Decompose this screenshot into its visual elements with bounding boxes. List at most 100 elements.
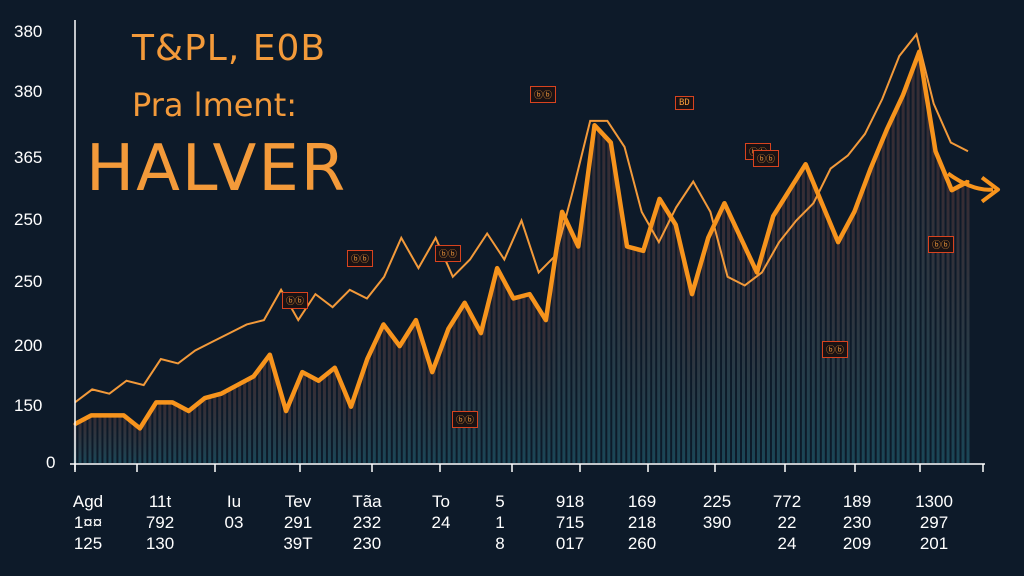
chart-bar xyxy=(442,340,446,463)
chart-bar xyxy=(392,338,396,463)
x-tick-label: 225 xyxy=(702,492,732,511)
chart-bar xyxy=(672,221,676,463)
chart-bar xyxy=(786,191,790,464)
chart-bar xyxy=(911,68,915,464)
x-tick-label: 209 xyxy=(842,534,872,553)
series-point xyxy=(203,396,207,400)
series-point xyxy=(576,245,580,248)
chart-bar xyxy=(597,129,601,463)
chart-bar xyxy=(776,207,780,463)
chart-bar xyxy=(83,418,87,463)
series-point xyxy=(349,405,353,409)
series-point xyxy=(89,413,93,417)
series-point xyxy=(966,180,970,184)
x-tick-label: 772 xyxy=(772,492,802,511)
series-point xyxy=(609,141,613,145)
chart-bar xyxy=(173,403,177,463)
annotation-tag: ⓑⓑ xyxy=(822,341,849,358)
chart-bar xyxy=(293,390,297,463)
chart-bar xyxy=(387,332,391,463)
chart-bar xyxy=(612,161,616,463)
chart-bar xyxy=(372,343,376,463)
chart-bar xyxy=(402,338,406,463)
chart-title-line-2: Pra lment: xyxy=(132,86,298,124)
chart-bar xyxy=(746,254,750,463)
chart-bar xyxy=(961,184,965,464)
x-tick-label: 24 xyxy=(431,513,451,532)
y-tick-label: 380 xyxy=(14,82,43,101)
chart-bar xyxy=(332,368,336,463)
chart-bar xyxy=(527,294,531,463)
chart-bar xyxy=(756,267,760,463)
x-tick-label: Tev xyxy=(284,492,312,511)
series-point xyxy=(268,353,272,357)
chart-bar xyxy=(737,233,741,463)
chart-bar xyxy=(941,169,945,464)
chart-bar xyxy=(307,375,311,463)
chart-bar xyxy=(901,94,905,463)
chart-bar xyxy=(317,380,321,463)
chart-bar xyxy=(866,174,870,464)
x-tick-label: 230 xyxy=(842,513,872,532)
annotation-tag: ⓑⓑ xyxy=(282,292,309,309)
series-point xyxy=(414,318,418,322)
chart-bar xyxy=(407,330,411,463)
chart-bar xyxy=(312,378,316,463)
chart-bar xyxy=(278,388,282,463)
series-point xyxy=(446,327,450,331)
series-point xyxy=(787,188,791,192)
chart-bar xyxy=(367,354,371,463)
chart-bar xyxy=(357,382,361,463)
chart-bar xyxy=(198,402,202,463)
x-tick-label: 218 xyxy=(627,513,657,532)
chart-bar xyxy=(796,175,800,463)
chart-bar xyxy=(567,226,571,463)
chart-bar xyxy=(806,170,810,463)
chart-bar xyxy=(692,288,696,463)
series-point xyxy=(641,249,645,253)
chart-bar xyxy=(462,303,466,463)
annotation-tag: ⓑⓑ xyxy=(928,236,955,253)
chart-bar xyxy=(766,232,770,463)
x-tick-label: 918 xyxy=(555,492,585,511)
chart-bar xyxy=(936,157,940,463)
series-point xyxy=(528,292,532,296)
chart-bar xyxy=(88,416,92,463)
x-tick-label: 03 xyxy=(224,513,244,532)
chart-bar xyxy=(791,183,795,463)
chart-bar xyxy=(138,428,142,463)
chart-bar xyxy=(238,383,242,463)
chart-bar xyxy=(677,237,681,463)
chart-bar xyxy=(821,206,825,463)
chart-bar xyxy=(78,421,82,463)
chart-bar xyxy=(148,412,152,463)
x-tick-label: 390 xyxy=(702,513,732,532)
y-tick-label: 200 xyxy=(14,336,43,355)
chart-bar xyxy=(642,249,646,463)
series-point xyxy=(706,236,710,240)
chart-bar xyxy=(547,299,551,463)
chart-bar xyxy=(587,167,591,463)
chart-bar xyxy=(362,367,366,463)
x-tick-label: 24 xyxy=(777,534,797,553)
series-point xyxy=(852,210,856,214)
chart-bar xyxy=(193,406,197,463)
trend-arrow-shaft xyxy=(946,171,994,192)
series-point xyxy=(430,370,434,374)
annotation-tag: ⓑⓑ xyxy=(347,250,374,267)
chart-bar xyxy=(377,333,381,463)
chart-bar xyxy=(248,378,252,463)
x-tick-label: 291 xyxy=(283,513,313,532)
chart-bar xyxy=(727,211,731,463)
chart-bar xyxy=(607,140,611,463)
series-point xyxy=(674,223,678,227)
annotation-tag: ⓑⓑ xyxy=(452,411,479,428)
chart-bar xyxy=(412,322,416,463)
x-tick-label: 22 xyxy=(777,513,797,532)
chart-bar xyxy=(482,320,486,463)
chart-bar xyxy=(258,368,262,463)
annotation-tag: BD xyxy=(675,96,694,110)
chart-bar xyxy=(487,300,491,463)
y-tick-label: 250 xyxy=(14,272,43,291)
x-tick-label: 297 xyxy=(919,513,949,532)
